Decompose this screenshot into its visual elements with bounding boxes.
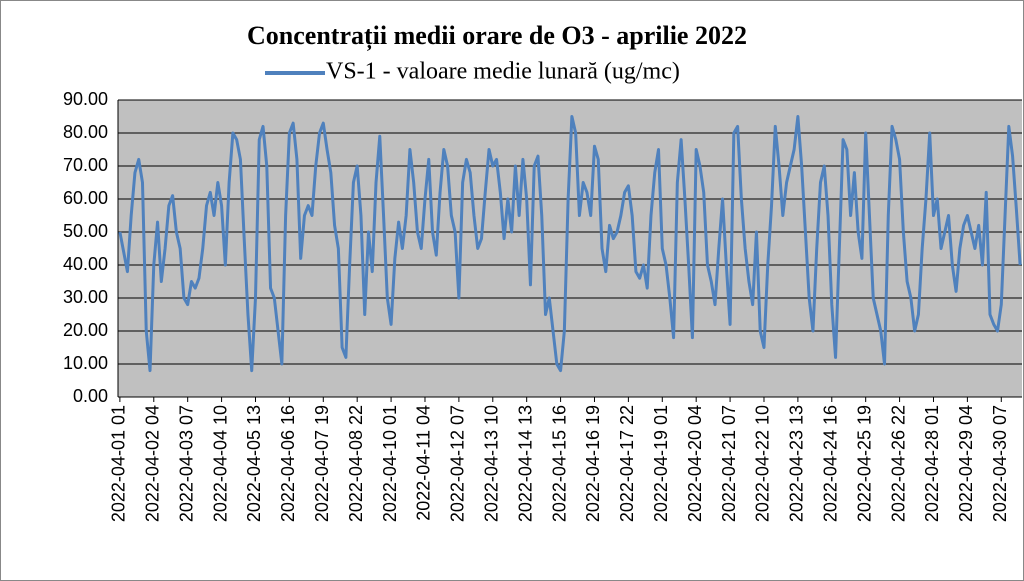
x-tick-label: 2022-04-12 07: [448, 405, 468, 522]
data-line: [118, 115, 1022, 373]
x-tick-label: 2022-04-15 16: [549, 405, 569, 522]
x-tick-label: 2022-04-25 19: [854, 405, 874, 522]
legend: VS-1 - valoare medie lunară (ug/mc): [265, 59, 680, 85]
x-tick-label: 2022-04-21 07: [719, 405, 739, 522]
x-tick-label: 2022-04-28 01: [922, 405, 942, 522]
x-tick-label: 2022-04-26 22: [888, 405, 908, 522]
x-tick-label: 2022-04-01 01: [109, 405, 129, 522]
legend-label: VS-1 - valoare medie lunară (ug/mc): [326, 59, 680, 85]
x-tick-label: 2022-04-02 04: [143, 405, 163, 522]
y-tick-label: 40.00: [63, 254, 108, 274]
y-tick-label: 0.00: [73, 386, 108, 406]
x-tick-label: 2022-04-19 01: [651, 405, 671, 522]
x-tick-label: 2022-04-20 04: [685, 405, 705, 522]
x-tick-label: 2022-04-14 13: [515, 405, 535, 522]
y-tick-label: 70.00: [63, 155, 108, 175]
x-tick-label: 2022-04-17 22: [617, 405, 637, 522]
x-tick-label: 2022-04-04 10: [210, 405, 230, 522]
y-tick-label: 80.00: [63, 122, 108, 142]
x-tick-label: 2022-04-23 13: [787, 405, 807, 522]
x-tick-label: 2022-04-05 13: [244, 405, 264, 522]
y-tick-label: 90.00: [63, 89, 108, 109]
x-tick-label: 2022-04-10 01: [380, 405, 400, 522]
y-tick-label: 50.00: [63, 221, 108, 241]
y-tick-label: 30.00: [63, 287, 108, 307]
x-tick-label: 2022-04-11 04: [414, 405, 434, 521]
y-tick-label: 60.00: [63, 188, 108, 208]
y-tick-label: 10.00: [63, 353, 108, 373]
x-tick-label: 2022-04-03 07: [176, 405, 196, 522]
x-tick-label: 2022-04-16 19: [583, 405, 603, 522]
x-tick-label: 2022-04-06 16: [278, 405, 298, 522]
y-tick-label: 20.00: [63, 320, 108, 340]
x-tick-label: 2022-04-30 07: [990, 405, 1010, 522]
x-tick-label: 2022-04-29 04: [956, 405, 976, 522]
chart-title: Concentrații medii orare de O3 - aprilie…: [247, 21, 747, 51]
x-tick-label: 2022-04-07 19: [312, 405, 332, 522]
x-tick-label: 2022-04-13 10: [482, 405, 502, 522]
x-tick-label: 2022-04-24 16: [821, 405, 841, 522]
x-tick-label: 2022-04-22 10: [753, 405, 773, 522]
x-tick-label: 2022-04-08 22: [346, 405, 366, 522]
